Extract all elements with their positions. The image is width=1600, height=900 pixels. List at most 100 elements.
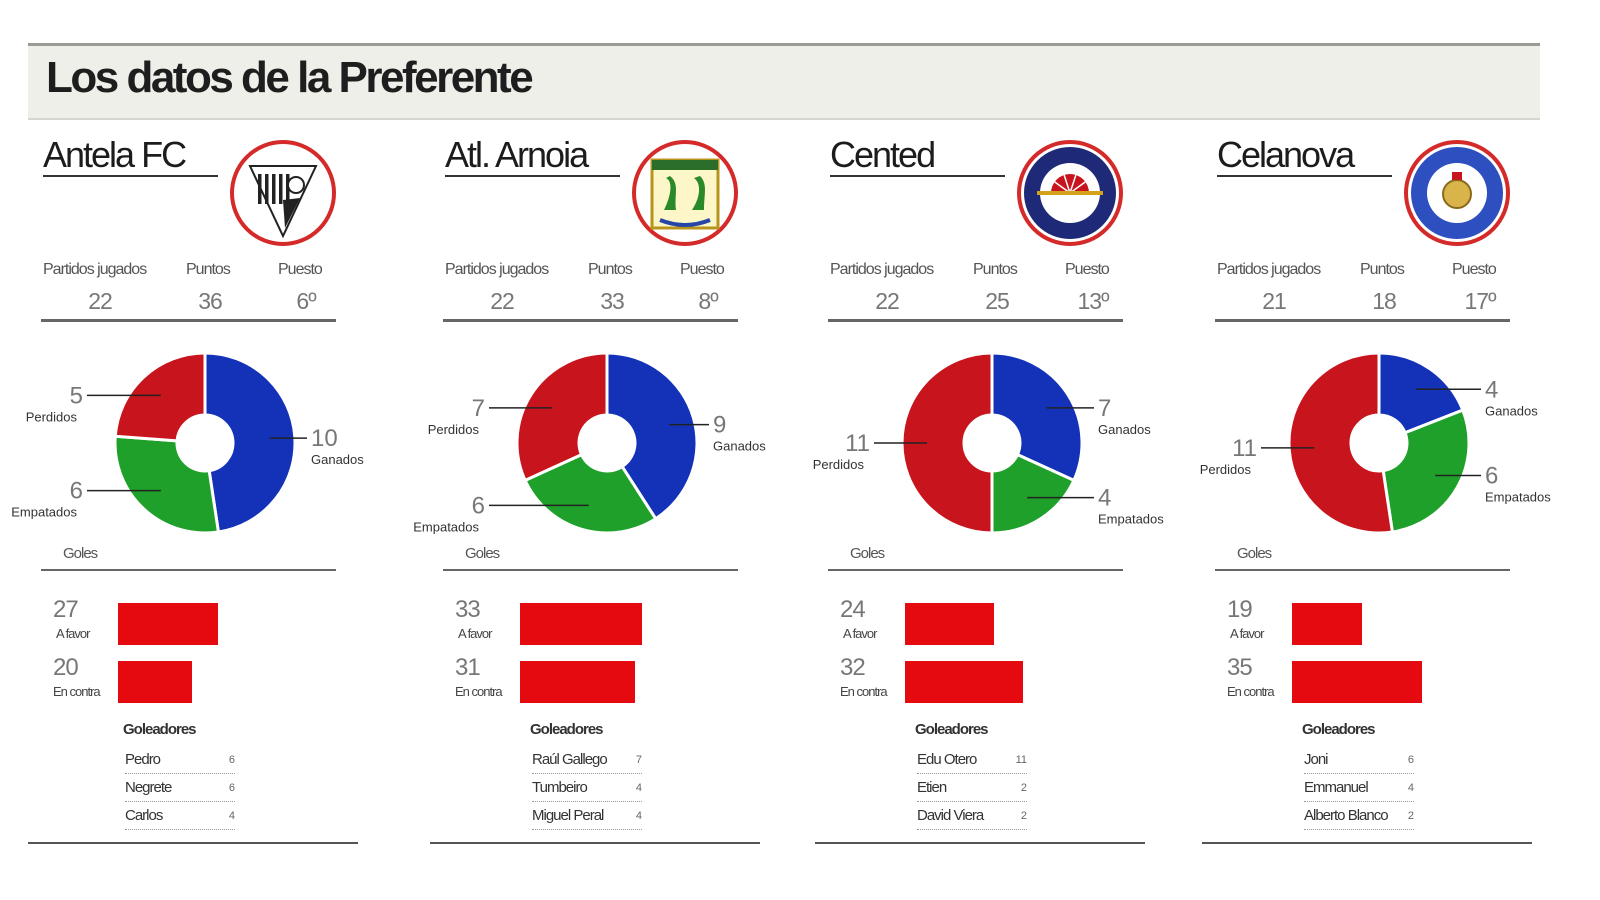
donut-slice-empatados [1381, 408, 1471, 534]
slice-label-empatados: Empatados [1485, 490, 1551, 505]
scorers-title: Goleadores [530, 721, 604, 738]
tree-icon [692, 176, 705, 210]
scorer-name: Joni [1304, 751, 1329, 768]
stat-value-partidos-jugados: 22 [88, 288, 113, 314]
team-name-rule [830, 175, 1005, 177]
scorer-name: Edu Otero [917, 751, 977, 768]
goals-rule [1215, 569, 1510, 571]
shield-shape [650, 158, 720, 230]
slice-value-empatados: 6 [472, 492, 485, 519]
team-name: Atl. Arnoia [445, 134, 589, 175]
team-name: Celanova [1217, 134, 1355, 175]
scorer-row: Edu Otero 11 [917, 751, 1027, 774]
stat-label-puntos: Puntos [973, 261, 1018, 278]
shield-band [652, 160, 718, 170]
scorer-name: Raúl Gallego [532, 751, 608, 768]
cented-crest-icon [1017, 140, 1123, 246]
goals-against-label: En contra [1227, 684, 1275, 699]
goals-for-value: 33 [455, 596, 481, 623]
scorer-name: Negrete [125, 779, 172, 796]
ball-icon [287, 176, 305, 194]
goals-against-bar [118, 661, 192, 703]
scorer-row: Alberto Blanco 2 [1304, 807, 1414, 830]
scorer-goals: 4 [635, 810, 642, 822]
stat-label-partidos: Partidos jugados [830, 261, 934, 278]
goals-rule [443, 569, 738, 571]
sporting-celanova-crest-icon [1404, 140, 1510, 246]
team-name-rule [445, 175, 620, 177]
slice-label-empatados: Empatados [413, 519, 479, 534]
donut-slice-perdidos [113, 351, 207, 443]
slice-value-perdidos: 7 [472, 395, 485, 422]
header-banner: Los datos de la Preferente [28, 43, 1540, 120]
scorer-name: Alberto Blanco [1304, 807, 1389, 824]
stat-value-puntos: 36 [198, 288, 223, 314]
shield-stripe [258, 174, 262, 204]
team-name: Antela FC [43, 134, 187, 175]
goals-label: Goles [465, 545, 500, 562]
team-card-antela-fc: Antela FC Partidos jugados Puntos Puesto 22 3… [11, 125, 373, 855]
crest-band [1037, 191, 1103, 195]
donut-slice-ganados [990, 351, 1084, 483]
slice-label-perdidos: Perdidos [1200, 462, 1252, 477]
scorers-title: Goleadores [915, 721, 989, 738]
stat-label-puntos: Puntos [186, 261, 231, 278]
team-bottom-rule [28, 842, 358, 844]
goals-against-bar [1292, 661, 1422, 703]
donut-slice-ganados [203, 351, 297, 534]
scorer-goals: 4 [228, 810, 235, 822]
scorer-goals: 2 [1020, 782, 1027, 794]
goals-against-label: En contra [53, 684, 101, 699]
goals-for-value: 24 [840, 596, 866, 623]
stat-label-puesto: Puesto [680, 261, 725, 278]
stat-label-puntos: Puntos [588, 261, 633, 278]
donut-slice-perdidos [900, 351, 994, 535]
scorer-goals: 7 [635, 754, 642, 766]
shield-stripe [265, 174, 269, 204]
goals-for-label: A favor [843, 626, 877, 641]
goals-for-label: A favor [1230, 626, 1264, 641]
scorer-name: Emmanuel [1304, 779, 1369, 796]
donut-slice-perdidos [1287, 351, 1395, 535]
goals-against-value: 32 [840, 654, 866, 681]
goals-against-label: En contra [455, 684, 503, 699]
stat-value-puesto: 8º [698, 288, 718, 314]
slice-label-empatados: Empatados [11, 505, 77, 520]
goals-for-bar [905, 603, 994, 645]
donut-slice-empatados [523, 452, 658, 535]
scorer-name: David Viera [917, 807, 984, 824]
stat-label-puesto: Puesto [278, 261, 323, 278]
slice-label-perdidos: Perdidos [428, 422, 480, 437]
team-name: Cented [830, 134, 936, 175]
donut-slice-empatados [990, 452, 1076, 535]
stat-rule [41, 319, 336, 322]
goals-against-label: En contra [840, 684, 888, 699]
stat-label-puesto: Puesto [1452, 261, 1497, 278]
slice-label-ganados: Ganados [311, 452, 364, 467]
slice-value-empatados: 6 [70, 478, 83, 505]
emblem-crown [1452, 172, 1462, 180]
page-title: Los datos de la Preferente [46, 53, 534, 102]
goals-label: Goles [63, 545, 98, 562]
goals-for-value: 19 [1227, 596, 1253, 623]
slice-label-ganados: Ganados [713, 439, 766, 454]
stat-value-partidos-jugados: 22 [490, 288, 515, 314]
scorer-row: Pedro 6 [125, 751, 235, 774]
stat-rule [828, 319, 1123, 322]
slice-value-perdidos: 5 [70, 382, 83, 409]
stat-label-partidos: Partidos jugados [43, 261, 147, 278]
scorers-title: Goleadores [123, 721, 197, 738]
donut-slice-ganados [1377, 351, 1465, 435]
scorer-row: Raúl Gallego 7 [532, 751, 642, 774]
slice-label-empatados: Empatados [1098, 512, 1164, 527]
slice-value-ganados: 9 [713, 412, 726, 439]
scorer-row: Etien 2 [917, 779, 1027, 802]
stat-rule [1215, 319, 1510, 322]
emblem-icon [1442, 179, 1472, 209]
scorer-row: Carlos 4 [125, 807, 235, 830]
slice-value-ganados: 7 [1098, 395, 1111, 422]
stat-rule [443, 319, 738, 322]
scorer-name: Tumbeiro [532, 779, 588, 796]
stat-label-puntos: Puntos [1360, 261, 1405, 278]
